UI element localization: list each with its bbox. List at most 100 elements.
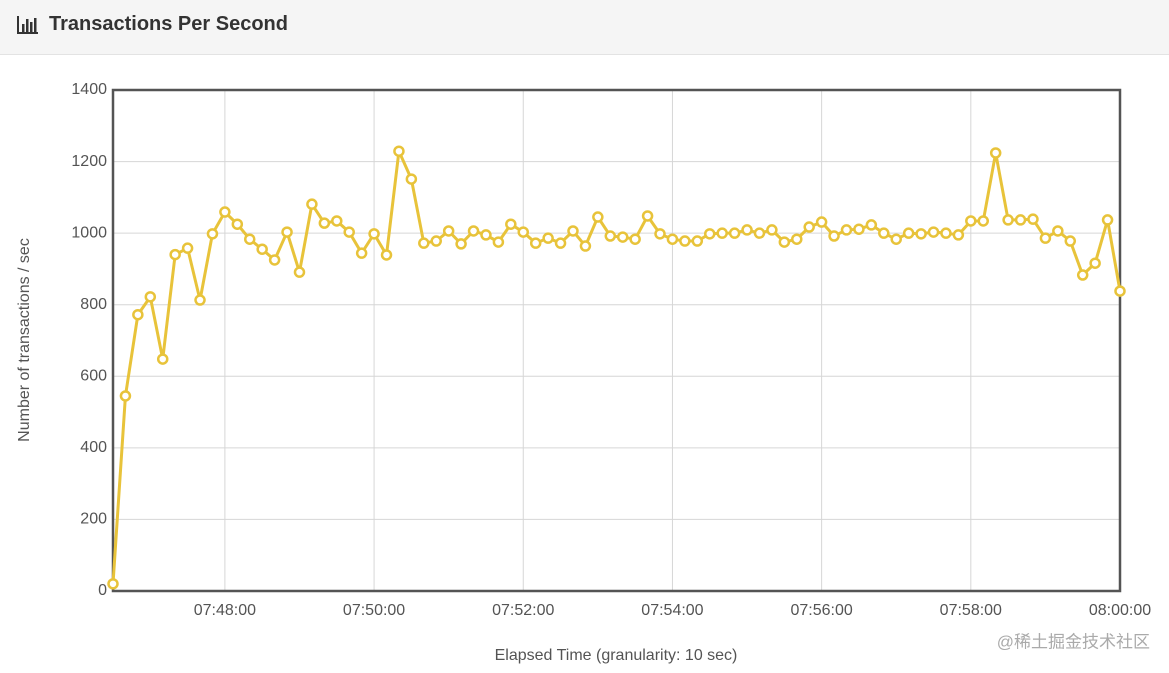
point xyxy=(169,248,181,261)
point xyxy=(865,219,878,231)
x-tick-label: 07:48:00 xyxy=(194,602,256,619)
y-tick-label: 400 xyxy=(80,439,107,456)
point xyxy=(281,226,293,238)
y-tick-label: 0 xyxy=(98,582,107,599)
point xyxy=(803,221,815,233)
point xyxy=(306,198,318,210)
point xyxy=(828,230,840,242)
point xyxy=(616,231,629,243)
point xyxy=(927,226,940,238)
point xyxy=(430,235,442,247)
point xyxy=(132,308,144,321)
point xyxy=(268,254,281,266)
point xyxy=(194,294,206,306)
point xyxy=(343,226,355,238)
point xyxy=(355,247,368,259)
point xyxy=(641,210,654,222)
point xyxy=(156,353,169,365)
point xyxy=(977,215,989,227)
point xyxy=(181,242,194,254)
point xyxy=(1089,257,1101,269)
point xyxy=(505,218,517,230)
point xyxy=(529,237,542,249)
point xyxy=(492,236,505,248)
point xyxy=(629,233,641,245)
point xyxy=(1014,214,1027,226)
x-tick-label: 07:58:00 xyxy=(940,602,1002,619)
point xyxy=(393,145,405,157)
point xyxy=(815,216,828,228)
point xyxy=(567,225,579,237)
point xyxy=(455,238,467,250)
point xyxy=(1076,269,1089,281)
point xyxy=(679,235,691,247)
point xyxy=(741,224,753,236)
point xyxy=(368,228,380,240)
point xyxy=(703,228,716,240)
x-tick-label: 07:54:00 xyxy=(641,602,703,619)
point xyxy=(331,215,343,227)
x-tick-label: 07:50:00 xyxy=(343,602,405,619)
point xyxy=(579,240,592,252)
point xyxy=(219,206,231,218)
point xyxy=(542,232,554,244)
point xyxy=(853,223,865,235)
panel-header: Transactions Per Second xyxy=(0,0,1169,55)
point xyxy=(1027,213,1039,225)
point xyxy=(766,224,778,236)
point xyxy=(1101,214,1114,226)
y-tick-label: 600 xyxy=(80,368,107,385)
x-axis-label: Elapsed Time (granularity: 10 sec) xyxy=(495,647,738,664)
y-axis-label: Number of transactions / sec xyxy=(16,238,33,442)
point xyxy=(1064,235,1077,247)
x-tick-label: 08:00:00 xyxy=(1089,602,1151,619)
point xyxy=(915,228,927,240)
point xyxy=(654,228,666,240)
point xyxy=(405,173,418,185)
panel-title: Transactions Per Second xyxy=(49,13,288,35)
point xyxy=(592,211,604,223)
point xyxy=(380,249,393,261)
point xyxy=(1052,225,1064,237)
point xyxy=(840,224,853,236)
point xyxy=(952,229,965,241)
line xyxy=(111,145,1122,584)
point xyxy=(480,229,492,241)
point xyxy=(119,390,132,402)
x-tick-label: 07:56:00 xyxy=(790,602,852,619)
watermark: @稀土掘金技术社区 xyxy=(997,632,1150,651)
point xyxy=(231,218,244,230)
point xyxy=(1114,285,1126,297)
point xyxy=(989,147,1002,159)
point xyxy=(902,227,915,239)
y-tick-label: 800 xyxy=(80,296,107,313)
point xyxy=(753,227,766,239)
point xyxy=(467,225,480,237)
point xyxy=(1039,232,1052,244)
point xyxy=(965,215,977,227)
point xyxy=(442,225,455,237)
point xyxy=(293,266,306,278)
point xyxy=(878,227,890,239)
point xyxy=(666,233,679,245)
point xyxy=(517,226,530,238)
plot-border xyxy=(111,88,1122,593)
point xyxy=(604,230,617,242)
point xyxy=(1002,214,1014,226)
y-tick-label: 1400 xyxy=(71,81,107,98)
point xyxy=(778,236,791,248)
y-tick-label: 1200 xyxy=(71,153,107,170)
point xyxy=(318,217,331,229)
x-tick-label: 07:52:00 xyxy=(492,602,554,619)
point xyxy=(890,233,902,245)
point xyxy=(244,233,256,245)
point xyxy=(256,243,268,255)
y-tick-label: 1000 xyxy=(71,224,107,241)
point xyxy=(144,291,157,303)
point xyxy=(554,237,567,249)
point xyxy=(418,237,430,249)
chart-icon xyxy=(17,16,38,34)
point xyxy=(791,233,803,245)
